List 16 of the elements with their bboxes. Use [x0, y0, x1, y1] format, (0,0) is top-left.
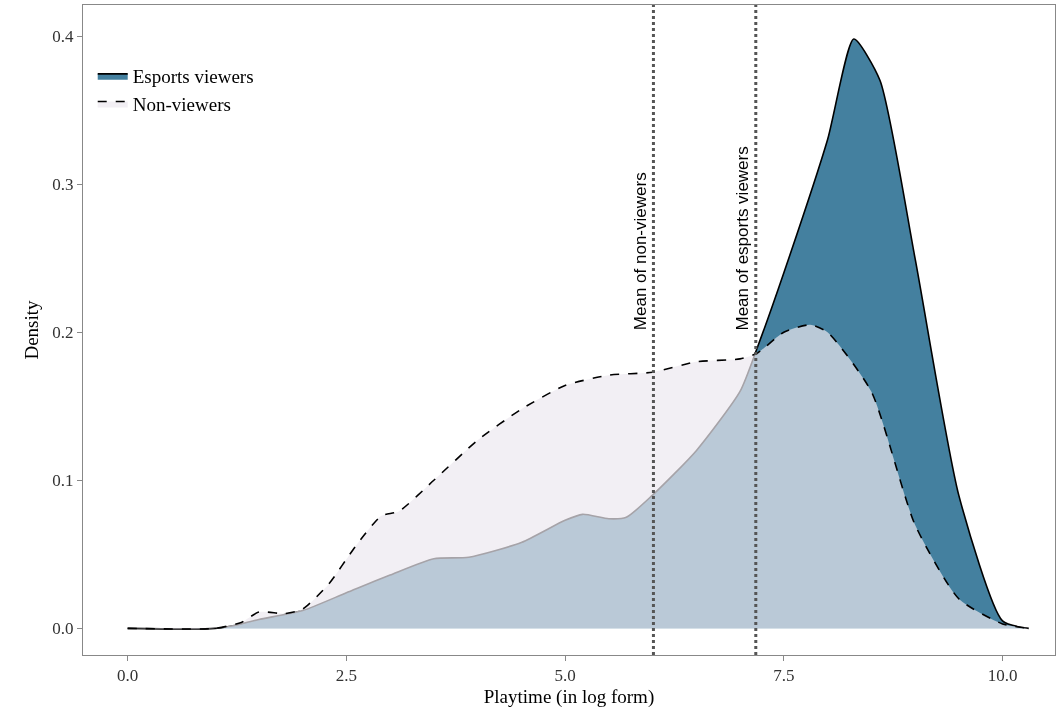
x-tick-label: 5.0 — [554, 666, 576, 686]
y-tick-label: 0.2 — [52, 323, 74, 343]
x-tick-label: 7.5 — [773, 666, 795, 686]
legend-label: Esports viewers — [132, 66, 254, 88]
y-tick-label: 0.1 — [52, 471, 74, 491]
x-axis-title: Playtime (in log form) — [483, 686, 655, 709]
y-tick-label: 0.4 — [52, 27, 75, 47]
y-tick-label: 0.0 — [52, 619, 74, 639]
legend-label: Non-viewers — [132, 93, 231, 115]
y-axis-title: Density — [21, 299, 43, 360]
ref-line-label: Mean of esports viewers — [733, 146, 753, 331]
x-tick-label: 2.5 — [335, 666, 357, 686]
x-tick-label: 10.0 — [987, 666, 1018, 686]
x-tick-label: 0.0 — [117, 666, 139, 686]
ref-line-label: Mean of non-viewers — [630, 172, 650, 331]
y-tick-label: 0.3 — [52, 175, 74, 195]
